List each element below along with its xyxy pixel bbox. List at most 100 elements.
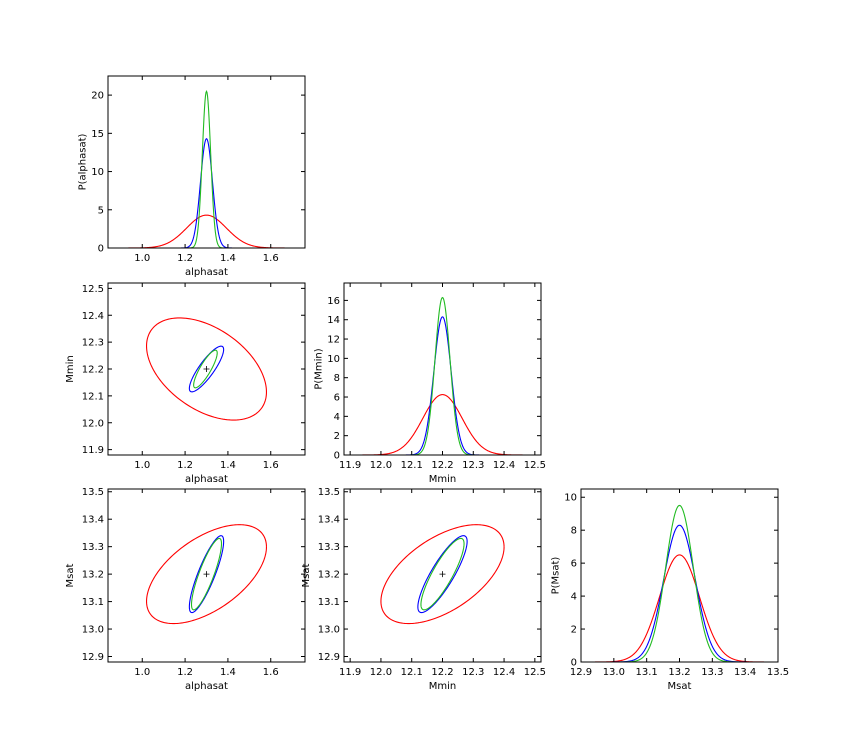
center-marker [203,571,210,578]
plot-area [145,524,268,625]
x-tick-label: 11.9 [339,460,361,471]
x-axis-label: alphasat [185,267,228,278]
x-tick-label: 12.4 [493,460,515,471]
x-tick-label: 12.2 [431,667,453,678]
y-axis-label: Msat [65,563,76,587]
plot-area [344,296,541,455]
y-tick-label: 12 [327,335,340,346]
confidence-ellipse-3 [420,537,465,611]
distribution-curve-1 [108,214,305,248]
plot-area [380,524,505,625]
y-tick-label: 12.4 [82,311,104,322]
x-tick-label: 12.1 [401,460,423,471]
x-tick-label: 1.6 [263,460,279,471]
y-tick-label: 11.9 [82,445,104,456]
axes-frame [343,282,542,456]
y-tick-label: 6 [571,559,577,570]
y-tick-label: 12.9 [82,652,104,663]
y-tick-label: 2 [571,625,577,636]
x-tick-label: 12.9 [570,667,592,678]
x-tick-label: 13.5 [767,667,789,678]
panel-mmin-vs-msat: 11.9 12.0 12.1 12.2 12.3 12.4 12.5 12.9 13.0 13.1… [301,487,546,692]
y-tick-label: 4 [334,412,340,423]
x-tick-label: 12.0 [370,667,392,678]
panel-alphasat-vs-mmin: 1.0 1.2 1.4 1.6 11.9 12.0 12.1 12.2 12.3 12.4 12.5… [65,282,306,485]
x-tick-label: 13.3 [701,667,723,678]
x-tick-label: 11.9 [339,667,361,678]
x-tick-label: 12.4 [493,667,515,678]
plot-area [581,504,778,662]
y-tick-label: 10 [91,167,104,178]
panel-alphasat-marginal: 1.0 1.2 1.4 1.6 0 5 10 15 20 alphasat P(alphasat) [78,75,306,278]
distribution-curve-2 [108,137,305,248]
distribution-curve-2 [581,524,778,662]
y-tick-label: 8 [571,526,577,537]
confidence-ellipse-2 [417,535,468,614]
y-axis-label: P(Msat) [551,557,562,595]
y-tick-label: 12.2 [82,365,104,376]
confidence-ellipse-2 [188,535,225,614]
y-tick-label: 4 [571,592,577,603]
y-tick-label: 13.4 [82,515,104,526]
distribution-curve-1 [344,394,541,455]
y-tick-label: 13.3 [82,542,104,553]
x-tick-label: 1.0 [134,460,150,471]
y-tick-label: 12.9 [318,652,340,663]
distribution-curve-2 [344,316,541,455]
x-tick-label: 1.6 [263,253,279,264]
y-tick-label: 6 [334,393,340,404]
x-tick-label: 1.0 [134,667,150,678]
x-tick-label: 1.4 [220,667,236,678]
confidence-ellipse-3 [190,537,223,611]
x-tick-label: 13.1 [636,667,658,678]
confidence-ellipse-1 [145,317,268,421]
x-tick-label: 1.2 [177,460,193,471]
y-tick-label: 10 [564,493,577,504]
axes-frame [107,75,306,249]
y-tick-label: 12.1 [82,391,104,402]
x-tick-label: 13.0 [603,667,625,678]
y-tick-label: 13.4 [318,515,340,526]
y-tick-label: 12.5 [82,284,104,295]
x-axis-label: alphasat [185,474,228,485]
y-tick-label: 13.0 [318,625,340,636]
y-tick-label: 8 [334,373,340,384]
axes-frame [107,488,306,663]
x-axis-label: Mmin [429,681,457,692]
panel-mmin-marginal: 11.9 12.0 12.1 12.2 12.3 12.4 12.5 0 2 4 6 8 10 12 14 1… [314,282,546,485]
center-marker [439,571,446,578]
x-tick-label: 1.2 [177,667,193,678]
x-tick-label: 12.3 [462,460,484,471]
y-tick-label: 13.1 [82,597,104,608]
y-tick-label: 13.3 [318,542,340,553]
distribution-curve-3 [581,504,778,662]
y-tick-label: 13.0 [82,625,104,636]
x-tick-label: 12.0 [370,460,392,471]
y-tick-label: 13.2 [318,570,340,581]
x-axis-label: alphasat [185,681,228,692]
axes-frame [580,488,779,663]
x-tick-label: 1.0 [134,253,150,264]
distribution-curve-3 [108,89,305,248]
y-tick-label: 13.5 [318,487,340,498]
y-axis-label: P(Mmin) [314,348,325,389]
distribution-curve-1 [581,554,778,662]
y-tick-label: 20 [91,91,104,102]
distribution-curve-3 [344,296,541,455]
x-tick-label: 1.2 [177,253,193,264]
y-tick-label: 0 [98,244,104,255]
confidence-ellipse-2 [188,345,225,393]
x-axis-label: Mmin [429,474,457,485]
y-tick-label: 12.0 [82,418,104,429]
y-tick-label: 0 [334,451,340,462]
y-tick-label: 16 [327,296,340,307]
x-tick-label: 13.2 [668,667,690,678]
x-tick-label: 12.3 [462,667,484,678]
center-marker [203,366,210,372]
y-tick-label: 2 [334,431,340,442]
y-tick-label: 5 [98,205,104,216]
y-axis-label: Mmin [65,355,76,383]
x-tick-label: 1.6 [263,667,279,678]
y-axis-label: P(alphasat) [78,133,89,190]
